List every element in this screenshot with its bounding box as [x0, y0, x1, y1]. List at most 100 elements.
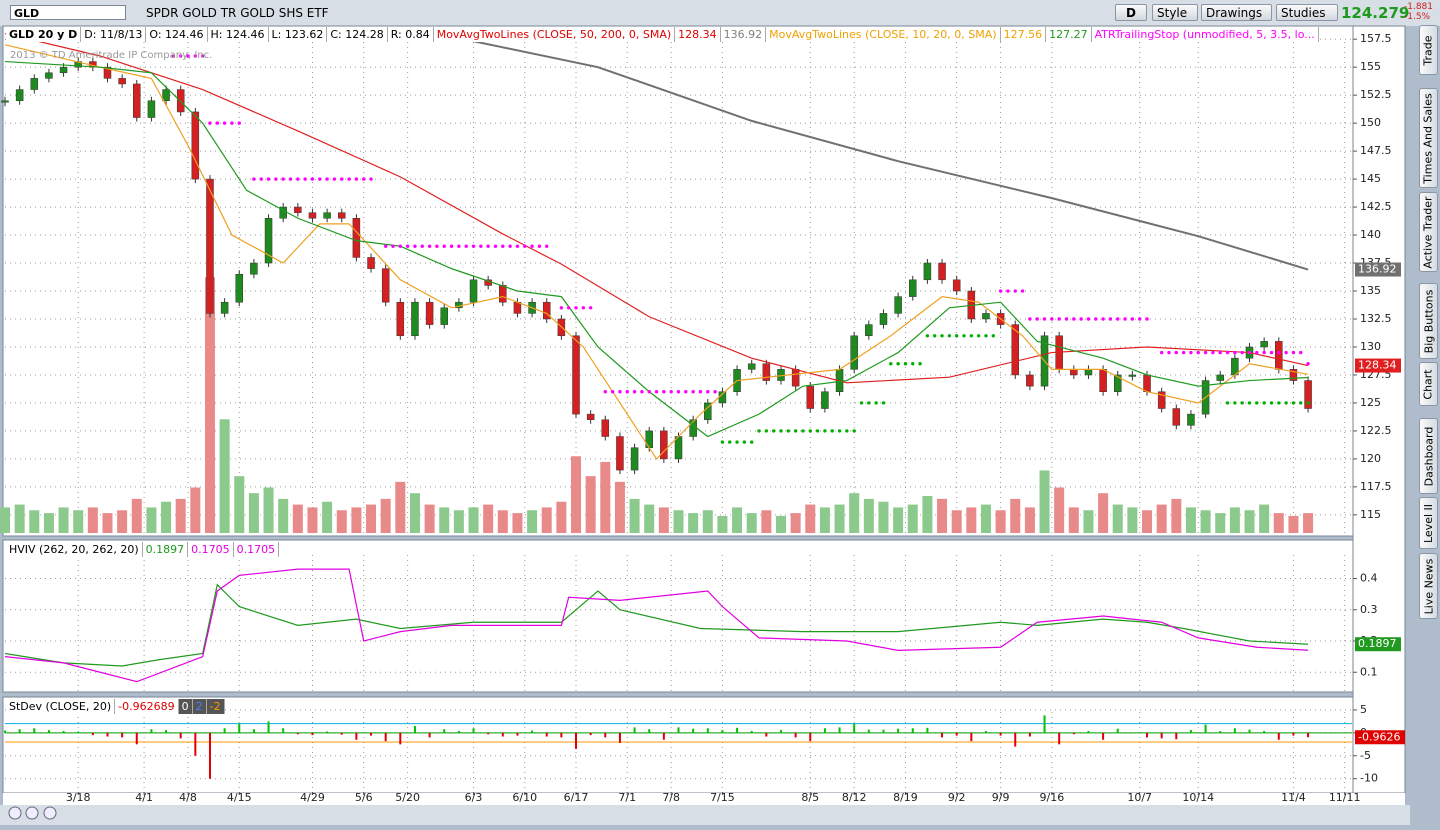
sidebar-tab[interactable]: Live News: [1419, 553, 1438, 619]
stdev-bar: [1014, 732, 1017, 747]
candle: [30, 78, 39, 90]
stdev-bar: [1116, 728, 1119, 733]
sidebar-tab[interactable]: Active Trader: [1419, 192, 1438, 272]
symbol-input[interactable]: GLD: [10, 5, 126, 20]
trailing-stop-dot: [786, 429, 791, 433]
zoom-fit[interactable]: [43, 806, 57, 820]
volume-bar: [1024, 507, 1035, 533]
x-tick-label: 4/29: [300, 791, 325, 804]
volume-bar: [336, 510, 347, 533]
sidebar-tab[interactable]: Level II: [1419, 497, 1438, 549]
study-label: ATRTrailingStop (unmodified, 5, 3.5, lo.…: [1091, 27, 1319, 42]
volume-bar: [131, 498, 142, 533]
trailing-stop-dot: [1269, 401, 1274, 405]
candle: [645, 430, 653, 448]
trailing-stop-dot: [1174, 350, 1179, 355]
stdev-bar: [1219, 731, 1222, 733]
y-tick-label: 0.1: [1360, 665, 1378, 678]
volume-bar: [717, 515, 728, 533]
trailing-stop-dot: [647, 390, 651, 394]
trailing-stop-dot: [1203, 350, 1208, 355]
trailing-stop-dot: [171, 54, 176, 58]
candle: [982, 313, 990, 320]
trailing-stop-dot: [296, 177, 300, 181]
period-button[interactable]: D: [1115, 4, 1147, 21]
level-value: 2: [192, 699, 207, 714]
candle: [1113, 374, 1122, 392]
sidebar-tab-label: Dashboard: [1422, 426, 1435, 486]
zoom-buttons[interactable]: [8, 806, 57, 820]
price-tag: [1355, 358, 1401, 373]
candle: [338, 212, 346, 219]
drawings-button[interactable]: Drawings: [1201, 4, 1272, 21]
trailing-stop-dot: [1306, 401, 1310, 405]
x-tick-label: 4/1: [135, 791, 153, 804]
candle: [1099, 369, 1107, 392]
trailing-stop-dot: [1159, 350, 1164, 355]
x-tick-label: 7/1: [618, 791, 636, 804]
sidebar-tab[interactable]: Trade: [1419, 25, 1438, 75]
trailing-stop-dot: [1284, 350, 1288, 355]
trailing-stop-dot: [976, 334, 981, 338]
trailing-stop-dot: [413, 244, 417, 248]
trailing-stop-dot: [757, 429, 761, 433]
trailing-stop-dot: [559, 306, 564, 310]
volume-bar: [409, 493, 420, 533]
trailing-stop-dot: [1262, 350, 1266, 355]
study-value: 0.1897: [142, 542, 189, 557]
stdev-bar: [443, 729, 446, 733]
trailing-stop-dot: [471, 244, 476, 248]
y-tick-label: 150: [1360, 116, 1381, 129]
y-tick-label: 157.5: [1360, 32, 1392, 45]
stdev-bar: [150, 729, 153, 733]
trailing-stop-dot: [669, 390, 673, 394]
trailing-stop-dot: [391, 244, 395, 248]
trailing-stop-dot: [728, 440, 732, 444]
trailing-stop-dot: [947, 334, 952, 338]
candle: [45, 72, 53, 79]
sidebar-tab[interactable]: Big Buttons: [1419, 283, 1438, 359]
volume-bar: [204, 277, 215, 533]
candle: [499, 285, 507, 303]
y-tick-label: 5: [1360, 703, 1367, 716]
last-price: 124.279: [1341, 4, 1410, 22]
candle: [1304, 380, 1312, 409]
trailing-stop-dot: [566, 306, 571, 310]
stdev-bar: [472, 728, 475, 733]
studies-button[interactable]: Studies: [1276, 4, 1338, 21]
candle: [264, 218, 273, 264]
candle: [1084, 369, 1093, 376]
trailing-stop-dot: [823, 429, 827, 433]
volume-bar: [1200, 510, 1211, 533]
trailing-stop-dot: [779, 429, 783, 433]
net-change: -1.881: [1404, 2, 1434, 12]
x-tick-label: 5/20: [395, 791, 420, 804]
sidebar-tab[interactable]: Dashboard: [1419, 418, 1438, 494]
zoom-out[interactable]: [8, 806, 22, 820]
sidebar-tab-label: Live News: [1422, 558, 1435, 614]
quote-field: D: 11/8/13: [81, 27, 147, 42]
trailing-stop-dot: [200, 54, 205, 58]
volume-bar: [175, 498, 186, 533]
stdev-bar: [1307, 732, 1310, 738]
stdev-bar: [926, 727, 929, 733]
y-tick-label: 145: [1360, 172, 1381, 185]
trailing-stop-dot: [1123, 317, 1127, 321]
x-tick-label: 8/12: [842, 791, 867, 804]
y-tick-label: -5: [1360, 749, 1371, 762]
trailing-stop-dot: [1262, 401, 1266, 405]
stdev-bar: [194, 732, 197, 756]
candle: [425, 301, 434, 325]
stdev-bar: [1204, 724, 1207, 733]
sidebar-tab[interactable]: Times And Sales: [1419, 88, 1438, 188]
trailing-stop-dot: [318, 177, 322, 181]
volume-bar: [761, 510, 772, 533]
style-button[interactable]: Style: [1152, 4, 1198, 21]
volume-bar: [732, 507, 743, 533]
stdev-bar: [750, 731, 753, 733]
stdev-bar: [779, 730, 782, 733]
zoom-in[interactable]: [25, 806, 39, 820]
x-tick-label: 11/11: [1329, 791, 1361, 804]
sidebar-tab[interactable]: Chart: [1419, 362, 1438, 406]
trailing-stop-dot: [998, 289, 1003, 293]
